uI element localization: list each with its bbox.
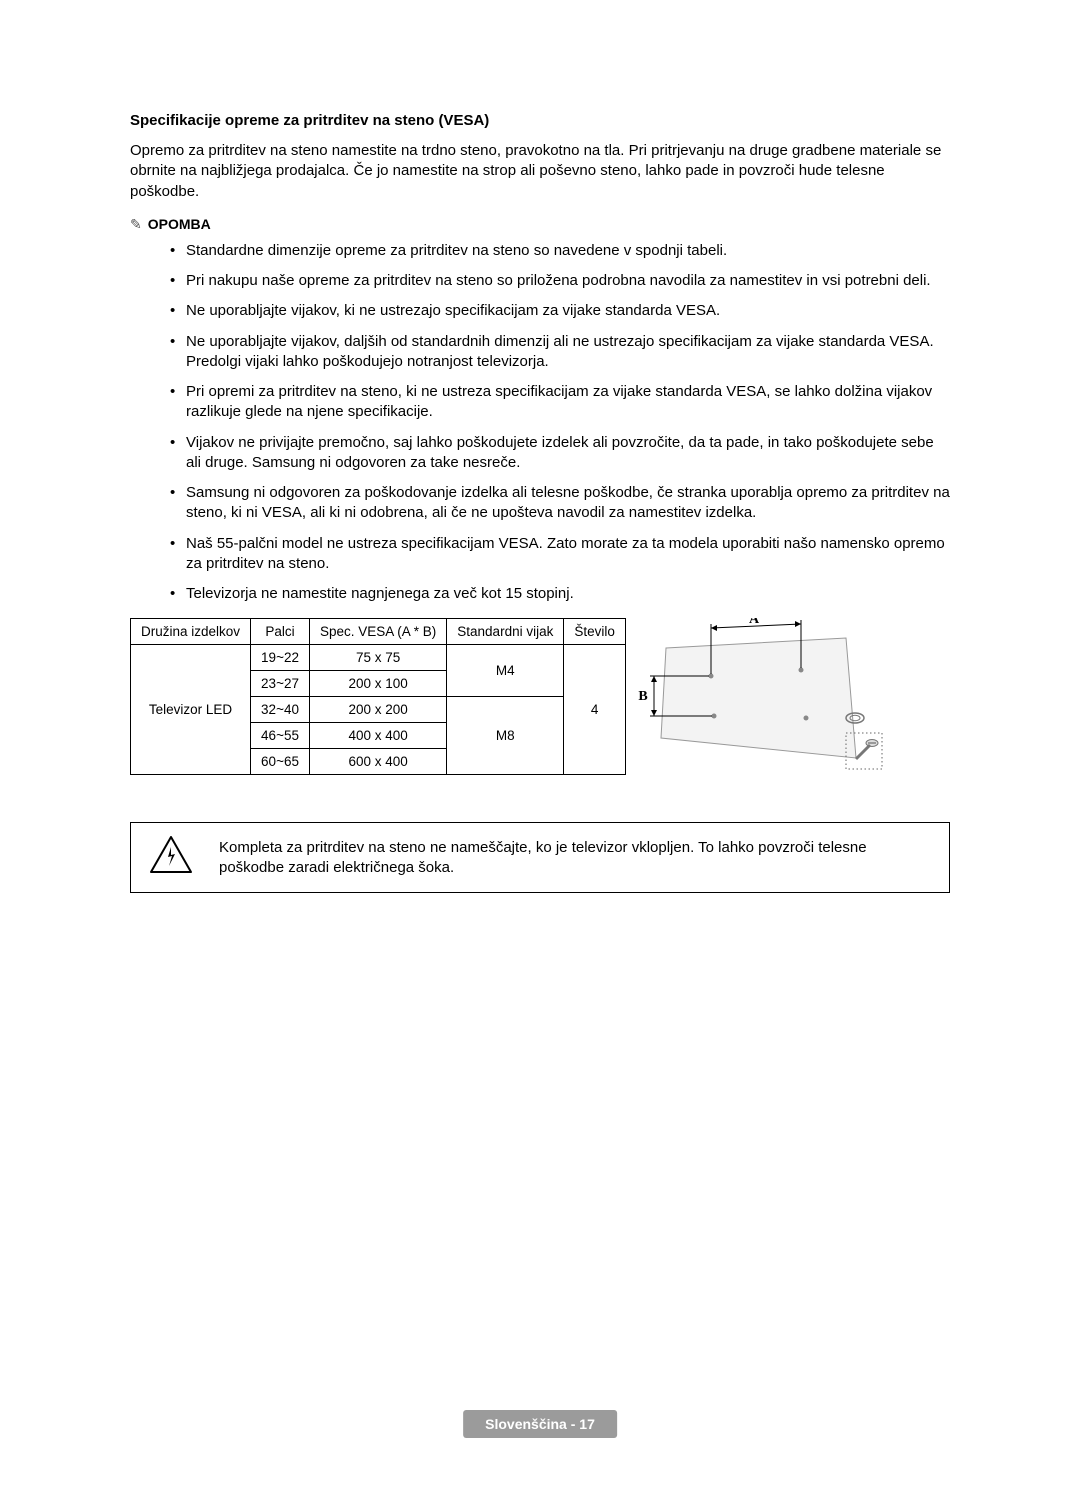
table-cell: 75 x 75 <box>309 645 446 671</box>
table-cell: 32~40 <box>251 697 310 723</box>
table-cell-family: Televizor LED <box>131 645 251 775</box>
table-cell-screw: M8 <box>447 697 564 775</box>
table-cell-qty: 4 <box>564 645 626 775</box>
table-header-row: Družina izdelkov Palci Spec. VESA (A * B… <box>131 619 626 645</box>
list-item: Televizorja ne namestite nagnjenega za v… <box>170 584 950 604</box>
table-cell: 60~65 <box>251 749 310 775</box>
note-icon: ✎ <box>130 216 142 233</box>
vesa-diagram: A B <box>636 618 886 778</box>
diagram-label-a: A <box>749 618 760 627</box>
bullet-list: Standardne dimenzije opreme za pritrdite… <box>130 241 950 605</box>
table-cell: 46~55 <box>251 723 310 749</box>
table-cell: 200 x 200 <box>309 697 446 723</box>
table-row: Televizor LED 19~22 75 x 75 M4 4 <box>131 645 626 671</box>
table-header: Palci <box>251 619 310 645</box>
warning-box: Kompleta za pritrditev na steno ne nameš… <box>130 822 950 893</box>
note-row: ✎ OPOMBA <box>130 216 950 233</box>
warning-icon <box>149 835 193 880</box>
table-cell: 200 x 100 <box>309 671 446 697</box>
list-item: Ne uporabljajte vijakov, daljših od stan… <box>170 332 950 373</box>
page-footer: Slovenščina - 17 <box>463 1410 617 1438</box>
table-cell: 600 x 400 <box>309 749 446 775</box>
note-label: OPOMBA <box>148 216 211 232</box>
warning-text: Kompleta za pritrditev na steno ne nameš… <box>219 838 931 879</box>
list-item: Standardne dimenzije opreme za pritrdite… <box>170 241 950 261</box>
table-header: Število <box>564 619 626 645</box>
list-item: Pri nakupu naše opreme za pritrditev na … <box>170 271 950 291</box>
table-cell-screw: M4 <box>447 645 564 697</box>
table-header: Standardni vijak <box>447 619 564 645</box>
list-item: Vijakov ne privijajte premočno, saj lahk… <box>170 433 950 474</box>
table-cell: 23~27 <box>251 671 310 697</box>
list-item: Naš 55-palčni model ne ustreza specifika… <box>170 534 950 575</box>
section-heading: Specifikacije opreme za pritrditev na st… <box>130 112 950 129</box>
table-header: Spec. VESA (A * B) <box>309 619 446 645</box>
diagram-label-b: B <box>638 689 647 704</box>
table-cell: 19~22 <box>251 645 310 671</box>
vesa-table: Družina izdelkov Palci Spec. VESA (A * B… <box>130 618 626 775</box>
table-cell: 400 x 400 <box>309 723 446 749</box>
list-item: Pri opremi za pritrditev na steno, ki ne… <box>170 382 950 423</box>
list-item: Ne uporabljajte vijakov, ki ne ustrezajo… <box>170 301 950 321</box>
table-header: Družina izdelkov <box>131 619 251 645</box>
intro-paragraph: Opremo za pritrditev na steno namestite … <box>130 141 950 202</box>
list-item: Samsung ni odgovoren za poškodovanje izd… <box>170 483 950 524</box>
